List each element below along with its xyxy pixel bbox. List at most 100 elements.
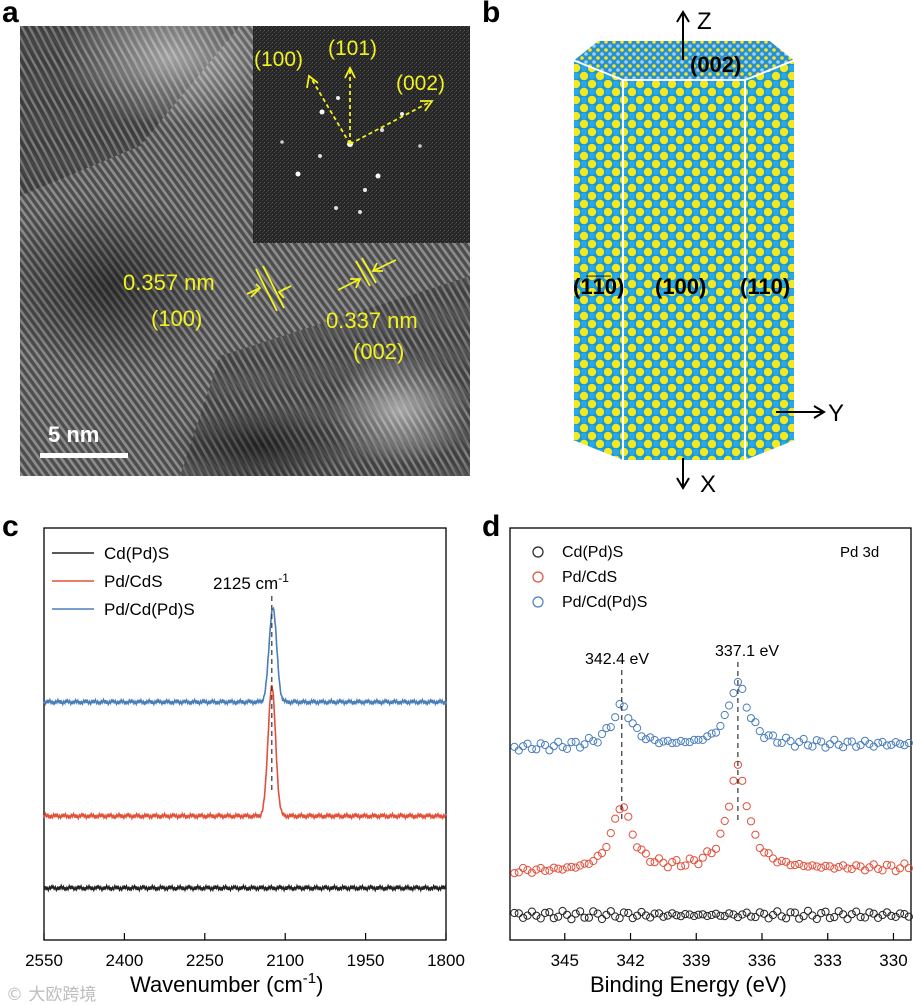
data-point-d xyxy=(541,908,550,917)
data-point-d xyxy=(720,912,729,921)
data-point-d xyxy=(532,865,541,874)
data-point-d xyxy=(773,738,782,747)
data-point-d xyxy=(672,856,681,865)
fft-label-002: (002) xyxy=(396,72,445,95)
data-point-d xyxy=(786,861,795,870)
data-point-d xyxy=(672,911,681,920)
data-point-d xyxy=(545,908,554,917)
plot-frame-d xyxy=(509,527,912,941)
data-point-d xyxy=(685,738,694,747)
data-point-d xyxy=(878,866,887,875)
data-point-d xyxy=(773,858,782,867)
peak-label-c: 2125 cm-1 xyxy=(213,571,289,593)
spacing-2-value: 0.337 nm xyxy=(326,308,418,333)
data-point-d xyxy=(615,805,624,814)
data-point-d xyxy=(549,742,558,751)
axis-x-label: X xyxy=(700,471,716,498)
data-point-d xyxy=(676,912,685,921)
data-point-d xyxy=(891,738,900,747)
data-point-d xyxy=(887,740,896,749)
spacing-markers xyxy=(246,257,397,312)
data-point-d xyxy=(571,909,580,918)
legend-c-label-3: Pd/Cd(Pd)S xyxy=(104,600,195,619)
data-point-d xyxy=(668,739,677,748)
data-point-d xyxy=(760,733,769,743)
data-point-d xyxy=(852,861,861,870)
data-point-d xyxy=(725,802,734,811)
x-tick-label-c: 1950 xyxy=(347,951,385,970)
facet-right-label: (110) xyxy=(740,274,790,299)
data-point-d xyxy=(633,723,642,733)
data-point-d xyxy=(606,907,615,916)
data-point-d xyxy=(554,737,563,746)
data-point-d xyxy=(558,865,567,874)
data-point-d xyxy=(860,913,870,922)
data-point-d xyxy=(764,731,773,740)
plot-frame-c xyxy=(43,527,447,941)
data-point-d xyxy=(694,860,703,869)
data-point-d xyxy=(707,729,716,738)
legend-d-label-1: Cd(Pd)S xyxy=(562,544,623,561)
data-point-d xyxy=(869,860,878,869)
data-point-d xyxy=(659,912,668,921)
data-point-d xyxy=(895,739,905,748)
data-point-d xyxy=(843,914,852,923)
x-tick-label-c: 1800 xyxy=(427,951,465,970)
data-point-d xyxy=(751,913,760,922)
data-point-d xyxy=(571,863,580,872)
data-point-d xyxy=(817,909,826,918)
data-point-d xyxy=(637,732,646,741)
data-point-d xyxy=(514,868,523,877)
data-point-d xyxy=(624,714,633,723)
panel-a-tem-image: (100) (101) (002) 0.357 nm (100) 0.337 n… xyxy=(20,26,470,476)
data-point-d xyxy=(856,741,865,750)
data-point-d xyxy=(593,738,602,747)
data-point-d xyxy=(606,723,615,732)
data-point-d xyxy=(799,861,808,871)
data-point-d xyxy=(746,714,756,723)
data-point-d xyxy=(685,854,694,863)
data-point-d xyxy=(519,913,528,922)
data-point-d xyxy=(764,849,773,858)
data-point-d xyxy=(799,734,808,744)
data-point-d xyxy=(786,737,795,746)
data-point-d xyxy=(904,864,913,873)
data-point-d xyxy=(536,739,545,748)
scale-bar xyxy=(40,453,128,458)
data-point-d xyxy=(904,912,913,921)
data-point-d xyxy=(510,869,519,878)
data-point-d xyxy=(668,909,677,918)
data-point-d xyxy=(641,911,650,920)
data-point-d xyxy=(628,914,637,923)
data-point-d xyxy=(742,908,751,917)
data-point-d xyxy=(549,863,558,872)
data-point-d xyxy=(891,867,900,876)
data-point-d xyxy=(646,733,655,742)
data-point-d xyxy=(738,684,747,693)
data-point-d xyxy=(602,724,611,733)
data-point-d xyxy=(541,866,550,875)
data-point-d xyxy=(532,911,541,920)
data-point-d xyxy=(646,913,655,922)
data-point-d xyxy=(900,910,909,919)
data-point-d xyxy=(690,911,699,921)
data-point-d xyxy=(711,728,721,737)
data-point-d xyxy=(562,863,572,872)
data-point-d xyxy=(825,914,834,923)
x-tick-label-d: 333 xyxy=(814,951,842,970)
data-point-d xyxy=(843,864,852,873)
data-point-d xyxy=(532,745,541,754)
facet-top-label: (002) xyxy=(690,52,741,77)
data-point-d xyxy=(597,914,607,924)
data-point-d xyxy=(830,913,839,922)
data-point-d xyxy=(795,914,804,923)
data-point-d xyxy=(755,843,764,853)
data-point-d xyxy=(707,910,716,920)
data-point-d xyxy=(738,776,747,785)
data-point-d xyxy=(825,862,834,871)
data-point-d xyxy=(839,910,848,919)
data-point-d xyxy=(514,746,523,755)
data-point-d xyxy=(681,910,690,919)
data-point-d xyxy=(558,743,567,752)
data-point-d xyxy=(760,848,769,857)
